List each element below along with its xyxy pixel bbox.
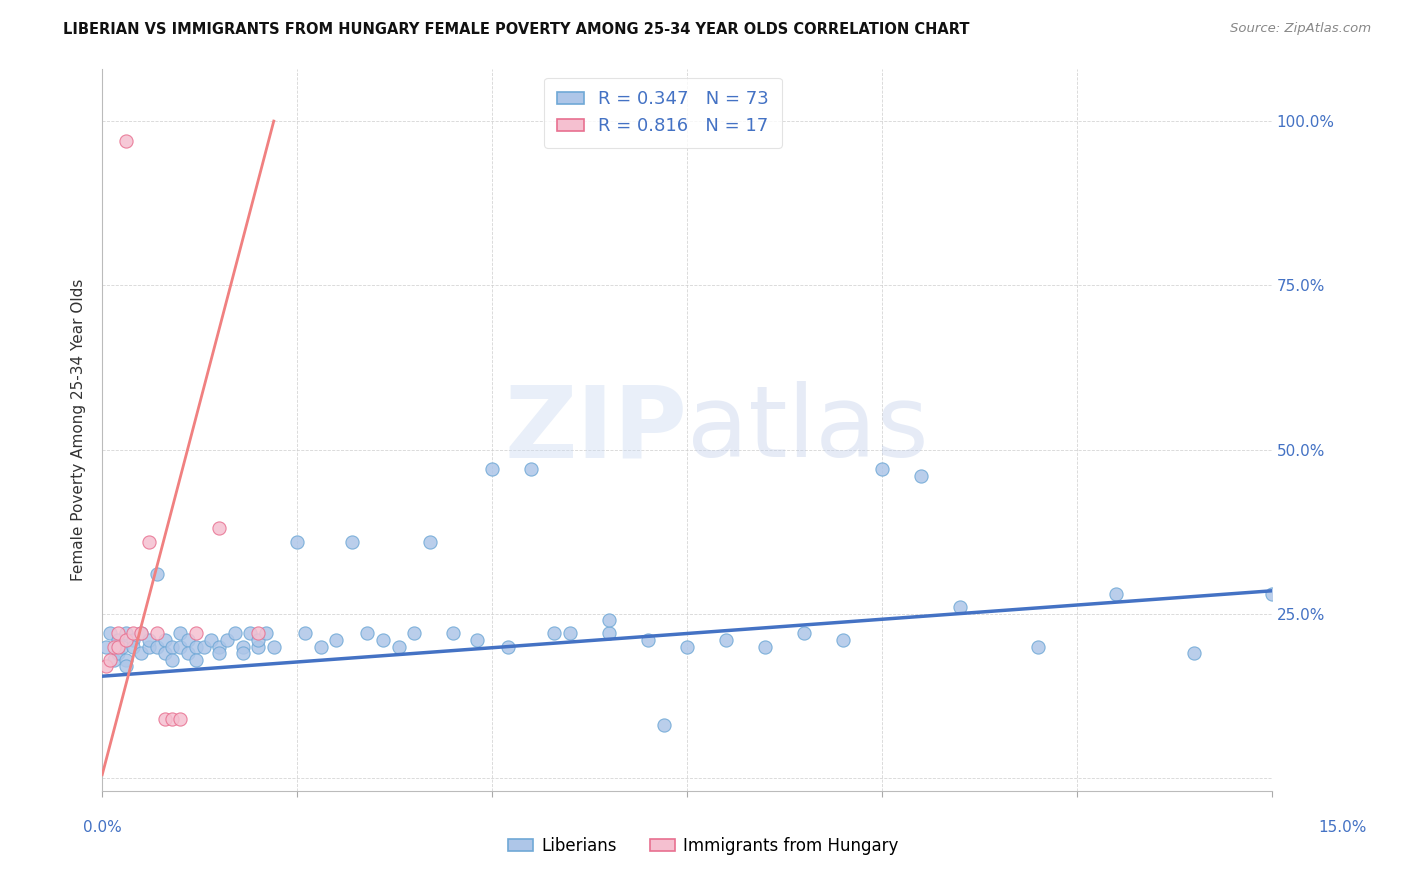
Point bbox=[465, 633, 488, 648]
Point bbox=[146, 567, 169, 582]
Point bbox=[107, 646, 129, 660]
Legend: Liberians, Immigrants from Hungary: Liberians, Immigrants from Hungary bbox=[501, 830, 905, 862]
Point bbox=[208, 646, 231, 660]
Point bbox=[208, 521, 231, 535]
Point bbox=[114, 633, 136, 648]
Text: LIBERIAN VS IMMIGRANTS FROM HUNGARY FEMALE POVERTY AMONG 25-34 YEAR OLDS CORRELA: LIBERIAN VS IMMIGRANTS FROM HUNGARY FEMA… bbox=[63, 22, 970, 37]
Point bbox=[98, 653, 121, 667]
Point bbox=[356, 626, 378, 640]
Point bbox=[146, 626, 169, 640]
Text: 0.0%: 0.0% bbox=[83, 821, 122, 835]
Point bbox=[309, 640, 332, 654]
Point bbox=[598, 613, 620, 627]
Text: Source: ZipAtlas.com: Source: ZipAtlas.com bbox=[1230, 22, 1371, 36]
Point bbox=[114, 653, 136, 667]
Point bbox=[1026, 640, 1049, 654]
Point bbox=[254, 626, 277, 640]
Point bbox=[441, 626, 464, 640]
Point bbox=[169, 712, 191, 726]
Point bbox=[232, 646, 254, 660]
Point bbox=[481, 462, 503, 476]
Point bbox=[793, 626, 815, 640]
Point bbox=[294, 626, 316, 640]
Point bbox=[558, 626, 581, 640]
Point bbox=[543, 626, 565, 640]
Point bbox=[94, 659, 117, 673]
Point bbox=[371, 633, 394, 648]
Point bbox=[754, 640, 776, 654]
Point bbox=[208, 640, 231, 654]
Point bbox=[184, 640, 207, 654]
Point bbox=[153, 712, 176, 726]
Point bbox=[122, 640, 145, 654]
Point bbox=[200, 633, 222, 648]
Point bbox=[169, 626, 191, 640]
Point bbox=[138, 640, 160, 654]
Point bbox=[153, 646, 176, 660]
Point bbox=[177, 646, 200, 660]
Point bbox=[404, 626, 426, 640]
Point bbox=[129, 626, 152, 640]
Point bbox=[184, 626, 207, 640]
Point bbox=[247, 633, 270, 648]
Point bbox=[714, 633, 737, 648]
Text: ZIP: ZIP bbox=[505, 382, 688, 478]
Point bbox=[676, 640, 699, 654]
Point bbox=[153, 633, 176, 648]
Point bbox=[107, 640, 129, 654]
Point bbox=[232, 640, 254, 654]
Point bbox=[103, 653, 125, 667]
Text: atlas: atlas bbox=[688, 382, 929, 478]
Point bbox=[215, 633, 238, 648]
Point bbox=[98, 626, 121, 640]
Point bbox=[129, 626, 152, 640]
Point bbox=[114, 659, 136, 673]
Point bbox=[520, 462, 543, 476]
Text: 15.0%: 15.0% bbox=[1319, 821, 1367, 835]
Point bbox=[1261, 587, 1284, 601]
Point bbox=[114, 626, 136, 640]
Point bbox=[193, 640, 215, 654]
Point bbox=[177, 633, 200, 648]
Point bbox=[637, 633, 659, 648]
Point bbox=[652, 718, 675, 732]
Point bbox=[138, 534, 160, 549]
Point bbox=[94, 640, 117, 654]
Point bbox=[138, 633, 160, 648]
Point bbox=[598, 626, 620, 640]
Point bbox=[184, 653, 207, 667]
Point bbox=[129, 646, 152, 660]
Point bbox=[832, 633, 855, 648]
Point bbox=[910, 468, 932, 483]
Point bbox=[114, 134, 136, 148]
Point bbox=[107, 633, 129, 648]
Point bbox=[103, 640, 125, 654]
Point bbox=[169, 640, 191, 654]
Point bbox=[870, 462, 893, 476]
Point bbox=[239, 626, 262, 640]
Point bbox=[162, 653, 184, 667]
Y-axis label: Female Poverty Among 25-34 Year Olds: Female Poverty Among 25-34 Year Olds bbox=[72, 278, 86, 581]
Point bbox=[122, 626, 145, 640]
Point bbox=[162, 640, 184, 654]
Point bbox=[1182, 646, 1205, 660]
Point bbox=[122, 633, 145, 648]
Point bbox=[496, 640, 519, 654]
Point bbox=[162, 712, 184, 726]
Point bbox=[247, 640, 270, 654]
Point bbox=[419, 534, 441, 549]
Point bbox=[146, 640, 169, 654]
Point bbox=[263, 640, 285, 654]
Point bbox=[1105, 587, 1128, 601]
Point bbox=[387, 640, 409, 654]
Point bbox=[325, 633, 347, 648]
Point bbox=[285, 534, 308, 549]
Point bbox=[107, 626, 129, 640]
Point bbox=[111, 640, 134, 654]
Point bbox=[224, 626, 246, 640]
Point bbox=[340, 534, 363, 549]
Point bbox=[949, 600, 972, 615]
Legend: R = 0.347   N = 73, R = 0.816   N = 17: R = 0.347 N = 73, R = 0.816 N = 17 bbox=[544, 78, 782, 148]
Point bbox=[247, 626, 270, 640]
